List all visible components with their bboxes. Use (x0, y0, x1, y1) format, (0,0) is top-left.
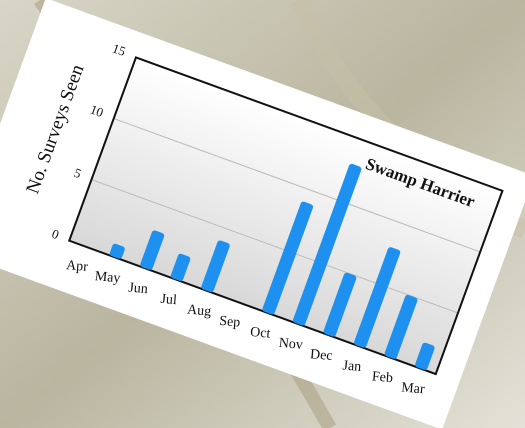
bar (140, 230, 165, 270)
grid-line (113, 118, 481, 253)
bar (415, 342, 435, 370)
x-tick-label: Mar (401, 380, 426, 397)
bar (201, 240, 230, 293)
bar (109, 243, 125, 259)
bar (354, 247, 401, 348)
plot-border (67, 56, 504, 376)
x-tick-label: Jul (160, 292, 178, 308)
x-tick-label: Sep (219, 314, 241, 331)
x-tick-label: Jun (128, 281, 149, 298)
plot-area (69, 57, 503, 375)
x-tick-label: May (94, 269, 121, 286)
x-tick-label: Apr (66, 258, 89, 275)
bar (384, 294, 418, 359)
y-tick-label: 5 (72, 165, 83, 181)
grid-line (91, 179, 459, 314)
bar (323, 272, 357, 337)
x-tick-label: Jan (342, 358, 362, 375)
x-tick-label: Oct (250, 325, 272, 342)
bar (293, 163, 362, 326)
y-tick-label: 10 (88, 102, 105, 121)
y-tick-label: 0 (50, 226, 61, 242)
x-tick-label: Nov (278, 336, 303, 353)
y-tick-label: 15 (110, 40, 127, 59)
x-tick-label: Aug (187, 303, 212, 320)
bar (170, 253, 191, 281)
x-tick-label: Dec (309, 347, 333, 364)
bar (262, 201, 314, 315)
x-tick-label: Feb (371, 369, 393, 386)
